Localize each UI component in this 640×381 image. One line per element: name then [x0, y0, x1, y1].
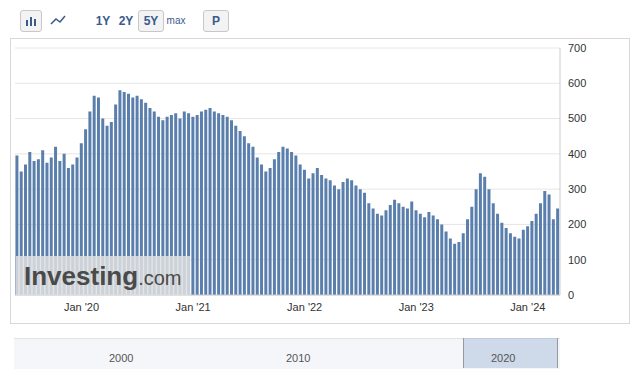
- html-text:5Y: 5Y: [143, 14, 159, 28]
- svg-text:200: 200: [568, 218, 586, 230]
- svg-text:Jan '22: Jan '22: [287, 301, 322, 313]
- svg-text:Jan '23: Jan '23: [399, 301, 434, 313]
- html-text:2000: 2000: [109, 352, 134, 364]
- html-text:2010: 2010: [286, 352, 311, 364]
- html-text:2Y: 2Y: [118, 14, 134, 28]
- svg-text:0: 0: [568, 289, 574, 301]
- svg-text:600: 600: [568, 77, 586, 89]
- html-text:Investing.com: Investing.com: [24, 261, 182, 291]
- svg-text:Jan '21: Jan '21: [176, 301, 211, 313]
- html-text:max: max: [166, 15, 186, 26]
- svg-text:300: 300: [568, 183, 586, 195]
- html-text:2020: 2020: [491, 352, 516, 364]
- html-text:P: P: [212, 14, 220, 28]
- svg-text:700: 700: [568, 42, 586, 54]
- svg-text:Jan '24: Jan '24: [510, 301, 545, 313]
- html-text:1Y: 1Y: [95, 14, 111, 28]
- svg-text:100: 100: [568, 254, 586, 266]
- svg-text:400: 400: [568, 148, 586, 160]
- svg-text:Jan '20: Jan '20: [64, 301, 99, 313]
- svg-text:500: 500: [568, 112, 586, 124]
